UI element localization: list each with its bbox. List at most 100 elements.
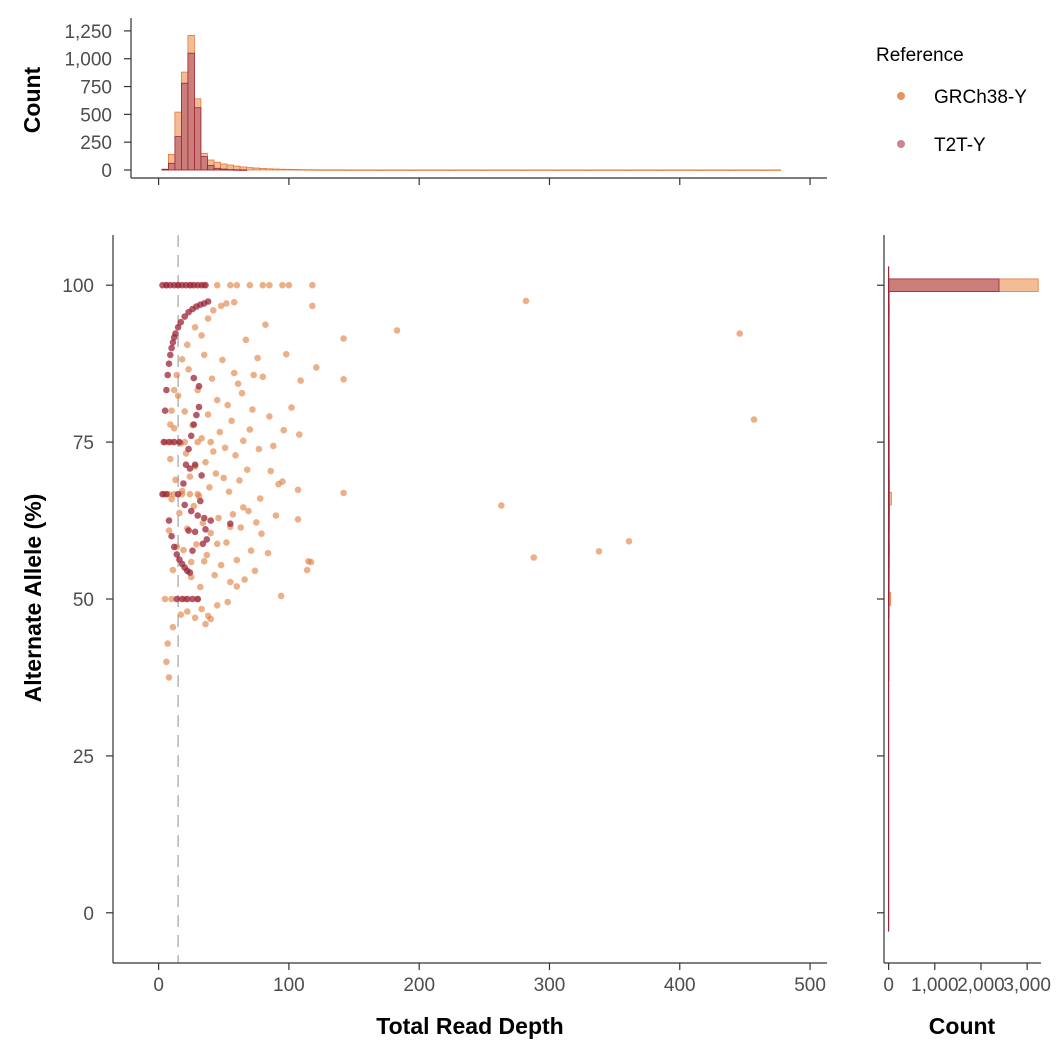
scatter-point-grch38	[296, 431, 303, 438]
scatter-point-grch38	[223, 539, 230, 546]
scatter-point-grch38	[277, 592, 285, 600]
right-histogram-x-tick-label: 0	[883, 975, 894, 996]
scatter-point-grch38	[217, 302, 225, 310]
scatter-point-t2t	[181, 313, 188, 320]
scatter-point-grch38	[227, 281, 234, 289]
scatter-point-grch38	[234, 380, 242, 388]
top-histogram-bar-grch38	[695, 169, 703, 171]
scatter-point-t2t	[187, 432, 195, 440]
scatter-point-grch38	[252, 519, 260, 526]
scatter-point-t2t	[186, 465, 194, 472]
top-histogram-bar-grch38	[259, 167, 267, 171]
scatter-point-grch38	[530, 554, 538, 561]
scatter-point-t2t	[161, 407, 169, 415]
top-histogram-bar-grch38	[369, 169, 378, 171]
scatter-point-t2t	[160, 438, 168, 446]
scatter-point-grch38	[595, 548, 603, 555]
top-histogram-bar-grch38	[461, 169, 469, 171]
scatter-point-t2t	[180, 480, 187, 487]
scatter-point-grch38	[177, 611, 185, 618]
top-histogram-bar-grch38	[767, 169, 775, 171]
top-histogram-bar-grch38	[454, 169, 462, 171]
top-histogram-bar-grch38	[689, 169, 697, 171]
scatter-point-t2t	[181, 501, 188, 509]
scatter-point-grch38	[750, 416, 758, 423]
top-histogram-bar-grch38	[617, 169, 625, 171]
top-histogram-bar-grch38	[376, 169, 384, 171]
scatter-point-t2t	[174, 490, 182, 498]
scatter-point-t2t	[202, 526, 209, 533]
top-histogram-axes: 0 250 500 750 1,000 1,250	[64, 18, 827, 185]
top-histogram-bar-t2t	[167, 162, 176, 171]
scatter-point-grch38	[191, 324, 199, 331]
top-histogram-bar-t2t	[161, 168, 169, 171]
scatter-point-grch38	[213, 602, 221, 609]
top-histogram-bar-grch38	[493, 169, 502, 171]
scatter-point-grch38	[255, 445, 263, 453]
scatter-point-grch38	[303, 566, 311, 574]
scatter-x-tick-label: 0	[153, 975, 164, 996]
scatter-y-axis-title: Alternate Allele (%)	[20, 494, 46, 703]
scatter-point-grch38	[207, 438, 214, 446]
scatter-point-t2t	[170, 543, 178, 551]
scatter-point-t2t	[207, 517, 214, 524]
scatter-grch38-points	[160, 281, 758, 681]
top-histogram-bar-grch38	[395, 169, 404, 171]
top-histogram-bar-t2t	[207, 165, 215, 171]
scatter-y-tick-label: 75	[73, 433, 94, 454]
top-histogram-bar-grch38	[669, 169, 677, 171]
scatter-point-grch38	[168, 407, 175, 415]
scatter-point-grch38	[229, 511, 237, 518]
top-histogram-bar-grch38	[506, 169, 515, 171]
scatter-point-t2t	[170, 334, 178, 341]
top-histogram-bar-grch38	[721, 169, 729, 171]
scatter-point-t2t	[184, 595, 191, 603]
top-histogram-bar-grch38	[578, 169, 586, 171]
scatter-point-t2t	[165, 438, 173, 446]
scatter-point-grch38	[202, 458, 209, 466]
scatter-point-grch38	[280, 426, 288, 434]
top-histogram-bar-t2t	[180, 82, 189, 171]
scatter-point-t2t	[200, 514, 208, 522]
scatter-point-grch38	[169, 623, 177, 631]
scatter-point-grch38	[264, 549, 272, 557]
scatter-point-grch38	[213, 396, 221, 404]
scatter-point-grch38	[194, 490, 201, 498]
top-histogram-bar-t2t	[239, 169, 247, 171]
top-histogram-grch38-bars	[161, 35, 782, 171]
scatter-point-t2t	[189, 595, 196, 603]
top-histogram-bar-t2t	[220, 168, 228, 171]
scatter-point-grch38	[272, 512, 280, 519]
top-histogram-t2t-bars	[161, 52, 247, 171]
scatter-x-tick-label: 100	[273, 975, 305, 996]
scatter-point-grch38	[230, 369, 238, 377]
top-histogram-y-tick-label: 250	[80, 133, 112, 154]
scatter-point-grch38	[340, 335, 347, 342]
scatter-point-t2t	[191, 528, 199, 536]
scatter-point-grch38	[233, 281, 241, 289]
scatter-point-grch38	[254, 354, 261, 362]
top-histogram-y-tick-label: 500	[80, 105, 112, 126]
scatter-point-grch38	[275, 480, 282, 488]
scatter-point-grch38	[185, 366, 192, 373]
scatter-point-t2t	[159, 490, 166, 498]
scatter-point-grch38	[259, 373, 267, 381]
scatter-point-grch38	[167, 421, 174, 428]
scatter-point-grch38	[246, 281, 254, 289]
scatter-point-grch38	[199, 519, 207, 527]
scatter-point-grch38	[340, 376, 347, 383]
top-histogram-bar-grch38	[624, 169, 632, 171]
scatter-point-grch38	[165, 674, 173, 681]
top-histogram-y-tick-label: 750	[80, 78, 112, 99]
top-histogram-bar-grch38	[467, 169, 475, 171]
top-histogram-bar-grch38	[663, 169, 671, 171]
legend-grch38-marker	[897, 92, 905, 100]
scatter-point-grch38	[184, 341, 191, 349]
scatter-point-grch38	[224, 401, 231, 409]
scatter-x-tick-label: 300	[534, 975, 566, 996]
scatter-point-grch38	[173, 371, 181, 379]
scatter-point-grch38	[204, 315, 212, 322]
top-histogram-bar-t2t	[187, 52, 195, 171]
top-histogram-bar-grch38	[584, 169, 593, 171]
